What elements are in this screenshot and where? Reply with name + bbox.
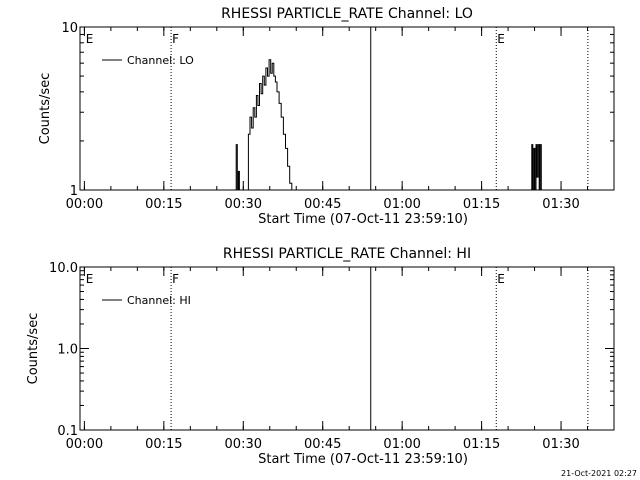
chart-title: RHESSI PARTICLE_RATE Channel: HI <box>223 246 471 262</box>
y-tick-label: 1.0 <box>57 343 78 358</box>
series-line <box>80 59 614 191</box>
annotation-label: F <box>172 32 179 46</box>
y-axis-label: Counts/sec <box>38 73 53 145</box>
x-tick-label: 01:15 <box>463 197 500 212</box>
annotation-label: E <box>497 32 505 46</box>
x-tick-label: 00:15 <box>145 197 182 212</box>
annotation-label: F <box>172 272 179 286</box>
chart-title: RHESSI PARTICLE_RATE Channel: LO <box>221 6 473 22</box>
y-tick-label: 10 <box>61 21 78 36</box>
x-tick-label: 00:30 <box>225 197 262 212</box>
y-tick-label: 0.1 <box>57 424 78 439</box>
x-axis-label: Start Time (07-Oct-11 23:59:10) <box>258 452 468 467</box>
x-tick-label: 01:30 <box>542 197 579 212</box>
x-tick-label: 00:00 <box>66 197 103 212</box>
x-tick-label: 01:30 <box>542 437 579 452</box>
y-axis-label: Counts/sec <box>26 313 41 385</box>
legend-entry: Channel: HI <box>127 294 191 307</box>
x-tick-label: 00:45 <box>304 437 341 452</box>
x-tick-label: 00:45 <box>304 197 341 212</box>
legend-entry: Channel: LO <box>127 54 194 67</box>
y-tick-label: 1 <box>70 184 78 199</box>
y-tick-label: 10.0 <box>49 261 78 276</box>
panel-lo: RHESSI PARTICLE_RATE Channel: LO Start Ti… <box>38 6 615 227</box>
annotation-label: E <box>497 272 505 286</box>
annotation-label: E <box>86 32 94 46</box>
annotation-label: E <box>86 272 94 286</box>
x-tick-label: 00:30 <box>225 437 262 452</box>
x-tick-label: 00:00 <box>66 437 103 452</box>
x-tick-label: 00:15 <box>145 437 182 452</box>
footer-timestamp: 21-Oct-2021 02:27 <box>561 469 637 478</box>
x-tick-label: 01:00 <box>383 437 420 452</box>
plot-frame <box>79 266 615 431</box>
x-tick-label: 01:15 <box>463 437 500 452</box>
panel-hi: RHESSI PARTICLE_RATE Channel: HI Start Ti… <box>26 246 615 467</box>
x-tick-label: 01:00 <box>383 197 420 212</box>
x-axis-label: Start Time (07-Oct-11 23:59:10) <box>258 212 468 227</box>
